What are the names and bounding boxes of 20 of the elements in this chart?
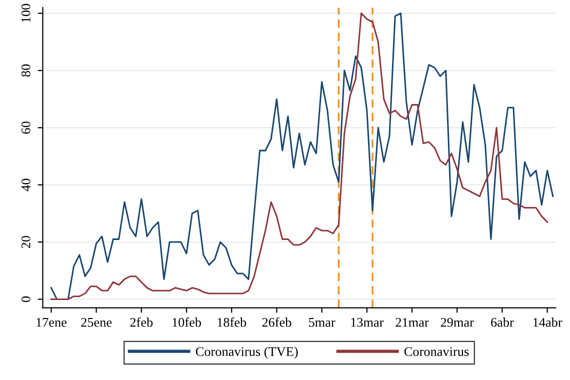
x-tick-label: 25ene [81,318,112,327]
y-tick-label: 80 [21,64,30,77]
x-tick-label: 5mar [309,318,336,327]
y-tick-label: 40 [21,178,30,192]
x-tick-label: 6abr [491,318,514,327]
x-tick-label: 18feb [218,317,246,327]
y-tick-label: 100 [21,4,30,22]
x-tick-label: 2feb [130,317,153,327]
y-tick-label: 20 [21,236,30,248]
x-tick-label: 13mar [351,318,384,327]
x-tick-label: 29mar [440,318,474,327]
y-tick-label: 0 [21,296,30,302]
y-tick-label: 60 [21,122,30,134]
x-tick-label: 26feb [262,317,292,327]
legend-label: Coronavirus [404,347,469,356]
x-tick-label: 14abr [533,318,562,327]
legend-label: Coronavirus (TVE) [196,346,298,359]
x-tick-label: 17ene [36,318,66,327]
x-tick-label: 10feb [172,317,202,327]
x-tick-label: 21mar [396,318,429,327]
